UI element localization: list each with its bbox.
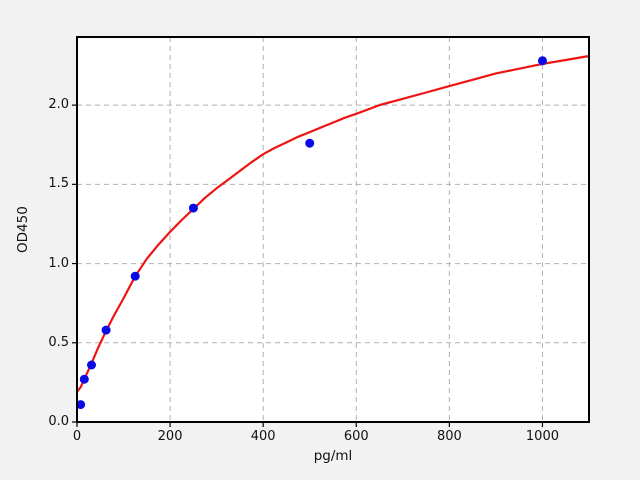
- plot-area: pg/ml OD450 0 200 400 600 800 1000 0.0 0.5 1.0 1.…: [15, 36, 591, 464]
- x-tick-label: 0: [72, 429, 82, 444]
- y-tick-label: 0.0: [48, 414, 69, 429]
- x-tick-label: 400: [250, 429, 276, 444]
- data-point: [305, 138, 315, 148]
- x-tick-label: 600: [343, 429, 369, 444]
- x-axis-label: pg/ml: [313, 448, 353, 464]
- plot-border: [76, 36, 590, 423]
- data-point: [79, 374, 89, 384]
- data-point: [76, 400, 86, 410]
- y-tick-label: 2.0: [48, 97, 69, 113]
- x-tick-label: 200: [157, 429, 183, 444]
- x-tick-label: 800: [436, 429, 462, 444]
- y-axis-label: OD450: [15, 206, 31, 253]
- x-tick-label: 1000: [525, 429, 559, 444]
- y-tick-label: 1.0: [48, 255, 69, 271]
- fit-curve: [75, 54, 591, 393]
- data-point: [188, 203, 198, 213]
- data-point: [538, 56, 547, 66]
- data-point: [87, 360, 96, 370]
- plot-svg: [72, 36, 591, 427]
- data-point: [101, 325, 111, 335]
- data-point: [130, 271, 140, 281]
- y-tick-label: 1.5: [48, 176, 69, 192]
- y-tick-label: 0.5: [48, 334, 69, 350]
